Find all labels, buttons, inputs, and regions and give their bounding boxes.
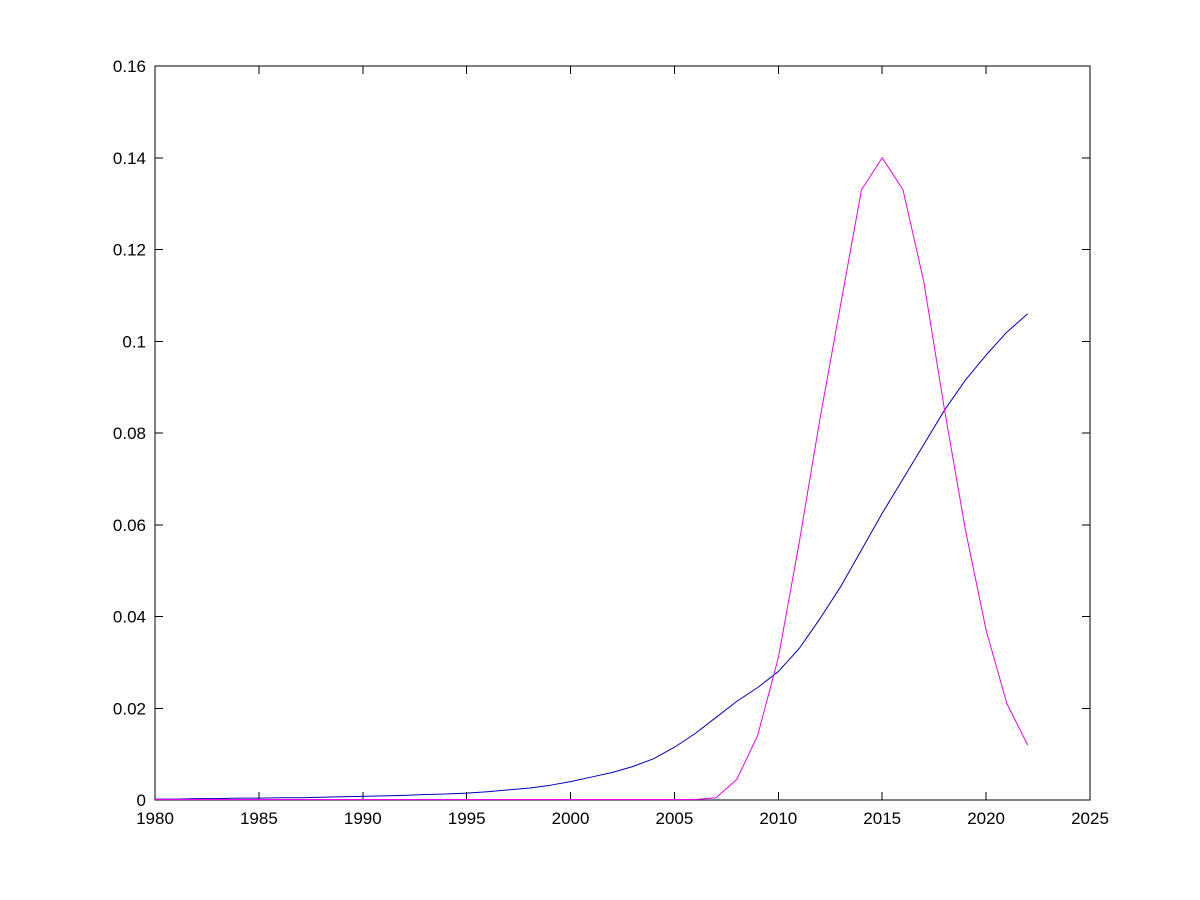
x-tick-label: 1985 — [240, 809, 278, 828]
y-tick-label: 0.04 — [113, 608, 146, 627]
y-tick-label: 0.12 — [113, 241, 146, 260]
y-tick-label: 0.08 — [113, 424, 146, 443]
y-tick-label: 0.14 — [113, 149, 146, 168]
axes-box — [154, 65, 1091, 801]
x-tick-label: 2005 — [656, 809, 694, 828]
y-tick-label: 0.1 — [122, 332, 146, 351]
x-tick-label: 2020 — [967, 809, 1005, 828]
x-tick-label: 2025 — [1071, 809, 1109, 828]
y-tick-label: 0 — [137, 791, 146, 810]
x-tick-label: 2010 — [759, 809, 797, 828]
series-1-blue-cumulative — [155, 313, 1029, 800]
y-tick-label: 0.16 — [113, 57, 146, 76]
x-tick-label: 1990 — [344, 809, 382, 828]
y-tick-label: 0.02 — [113, 699, 146, 718]
y-tick-label: 0.06 — [113, 516, 146, 535]
x-tick-label: 2000 — [552, 809, 590, 828]
x-tick-label: 1995 — [448, 809, 486, 828]
series-2-magenta-peaked — [155, 157, 1029, 801]
x-tick-label: 2015 — [863, 809, 901, 828]
x-tick-label: 1980 — [136, 809, 174, 828]
